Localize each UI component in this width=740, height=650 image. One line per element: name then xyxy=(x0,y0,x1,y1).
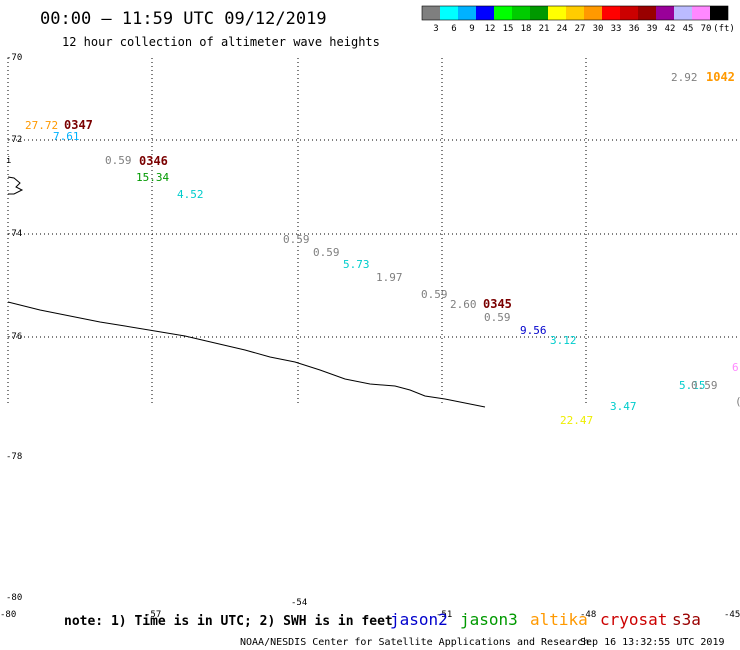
units-note: note: 1) Time is in UTC; 2) SWH is in fe… xyxy=(64,614,393,629)
antarctic-coastline xyxy=(7,301,486,408)
lon-label: -57 xyxy=(145,610,161,620)
lat-tick-mark: i xyxy=(6,156,11,166)
lon-label: -54 xyxy=(291,598,307,608)
scale-swatch xyxy=(602,6,620,20)
wave-height-value: 5.15 xyxy=(679,379,706,392)
satellite-legend-entry: altika xyxy=(530,610,588,629)
scale-label: 45 xyxy=(683,24,694,34)
satellite-legend-entry: jason2 xyxy=(390,610,448,629)
scale-swatch xyxy=(584,6,602,20)
satellite-legend-entry: cryosat xyxy=(600,610,667,629)
scale-swatch xyxy=(656,6,674,20)
wave-height-value: 2.92 xyxy=(671,71,698,84)
wave-height-value: 4.52 xyxy=(177,188,204,201)
scale-swatch xyxy=(638,6,656,20)
scale-swatch xyxy=(476,6,494,20)
lon-label: -51 xyxy=(436,610,452,620)
scale-label: 12 xyxy=(485,24,496,34)
lat-label: -74 xyxy=(6,229,22,239)
wave-height-value: 0.59 xyxy=(313,246,340,259)
lat-label: -70 xyxy=(6,53,22,63)
lon-label: -48 xyxy=(580,610,596,620)
scale-label: 30 xyxy=(593,24,604,34)
wave-height-value: 3.12 xyxy=(550,334,577,347)
scale-swatch xyxy=(422,6,440,20)
scale-label: 21 xyxy=(539,24,550,34)
wave-height-value: 22.47 xyxy=(560,414,593,427)
wave-height-value: 2.60 xyxy=(450,298,477,311)
scale-swatch xyxy=(674,6,692,20)
wave-height-value: 6 xyxy=(732,361,739,374)
scale-label: 15 xyxy=(503,24,514,34)
credit-text: NOAA/NESDIS Center for Satellite Applica… xyxy=(240,637,589,648)
graticule xyxy=(7,58,740,405)
scale-swatch xyxy=(692,6,710,20)
scale-label: 33 xyxy=(611,24,622,34)
lon-label: -45 xyxy=(724,610,740,620)
wave-height-value: ( xyxy=(735,395,740,408)
scale-swatch xyxy=(512,6,530,20)
scale-swatch xyxy=(494,6,512,20)
pass-id: 0347 xyxy=(64,118,93,132)
lat-label: -78 xyxy=(6,452,22,462)
wave-height-value: 9.56 xyxy=(520,324,547,337)
wave-height-value: 15.34 xyxy=(136,171,169,184)
scale-label: 3 xyxy=(433,24,438,34)
scale-swatch xyxy=(458,6,476,20)
scale-border xyxy=(421,5,729,21)
wave-height-value: 1.97 xyxy=(376,271,403,284)
pass-id: 0345 xyxy=(483,297,512,311)
scale-label: 18 xyxy=(521,24,532,34)
wave-height-value: 7.61 xyxy=(53,130,80,143)
satellite-legend-entry: s3a xyxy=(672,610,701,629)
scale-label: 36 xyxy=(629,24,640,34)
scale-swatch xyxy=(620,6,638,20)
satellite-legend-entry: jason3 xyxy=(460,610,518,629)
scale-swatch xyxy=(710,6,728,20)
pass-id: 1042 xyxy=(706,70,735,84)
scale-label: 9 xyxy=(469,24,474,34)
wave-height-value: 0.59 xyxy=(421,288,448,301)
scale-swatch xyxy=(530,6,548,20)
map-subtitle: 12 hour collection of altimeter wave hei… xyxy=(62,35,380,49)
scale-label: (ft) xyxy=(713,24,735,34)
pass-id: 0346 xyxy=(139,154,168,168)
satellite-legend: jason2 jason3 altika cryosat s3a xyxy=(390,610,701,629)
scale-swatch xyxy=(548,6,566,20)
wave-height-value: 3.47 xyxy=(610,400,637,413)
scale-swatch xyxy=(440,6,458,20)
lat-label: -76 xyxy=(6,332,22,342)
island-coastline xyxy=(7,176,24,195)
scale-label: 6 xyxy=(451,24,456,34)
color-scale: 3 6 9 12 15 18 21 24 27 30 33 36 39 42 45 70 (ft) xyxy=(421,5,735,34)
wave-height-value: 0.59 xyxy=(484,311,511,324)
wave-height-value: 0.59 xyxy=(283,233,310,246)
wave-height-value: 27.72 xyxy=(25,119,58,132)
timestamp-text: Sep 16 13:32:55 UTC 2019 xyxy=(580,637,725,648)
map-title: 00:00 – 11:59 UTC 09/12/2019 xyxy=(40,9,327,29)
scale-label: 24 xyxy=(557,24,568,34)
wave-height-value: 0.59 xyxy=(105,154,132,167)
scale-label: 39 xyxy=(647,24,658,34)
scale-swatch xyxy=(566,6,584,20)
scale-label: 42 xyxy=(665,24,676,34)
lat-label: -72 xyxy=(6,135,22,145)
scale-label: 70 xyxy=(701,24,712,34)
scale-label: 27 xyxy=(575,24,586,34)
wave-height-value: 5.73 xyxy=(343,258,370,271)
lat-label: -80 xyxy=(0,610,16,620)
wave-height-value: 0.59 xyxy=(691,379,718,392)
lat-label: -80 xyxy=(6,593,22,603)
